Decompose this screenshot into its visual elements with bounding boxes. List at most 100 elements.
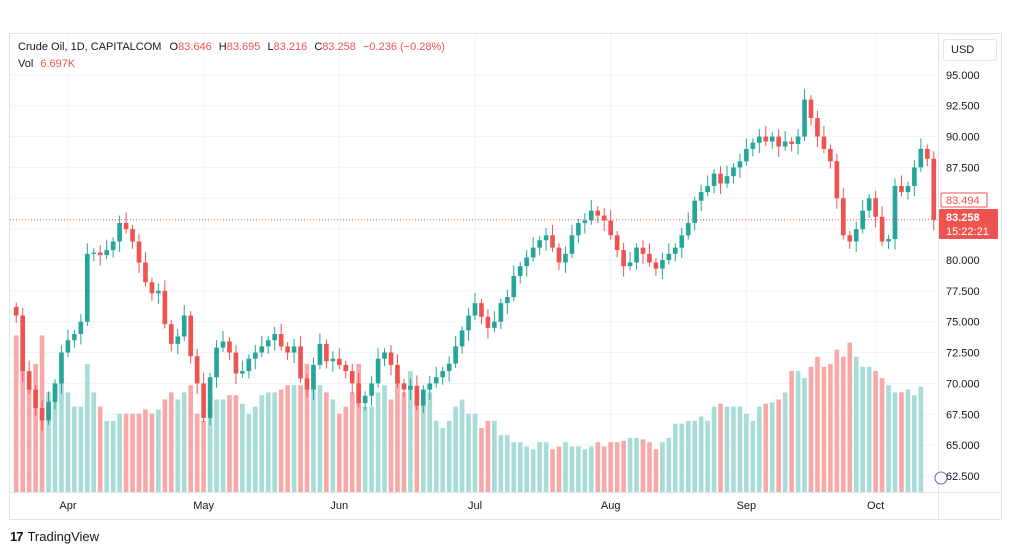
- candle-body[interactable]: [311, 364, 316, 390]
- candle-body[interactable]: [679, 235, 685, 248]
- volume-bar[interactable]: [718, 403, 723, 492]
- volume-bar[interactable]: [537, 442, 542, 492]
- volume-bar[interactable]: [853, 356, 859, 492]
- volume-bar[interactable]: [285, 385, 290, 492]
- volume-bar[interactable]: [181, 392, 187, 492]
- volume-bar[interactable]: [162, 399, 168, 492]
- volume-bar[interactable]: [201, 420, 206, 492]
- candle-body[interactable]: [815, 118, 820, 137]
- candle-body[interactable]: [886, 239, 891, 242]
- candle-body[interactable]: [537, 240, 542, 248]
- candle-body[interactable]: [789, 141, 794, 144]
- candle-body[interactable]: [291, 346, 297, 353]
- candle-body[interactable]: [272, 334, 278, 341]
- volume-bar[interactable]: [918, 386, 924, 492]
- candle-body[interactable]: [143, 262, 148, 283]
- volume-bar[interactable]: [511, 442, 517, 492]
- candle-body[interactable]: [52, 383, 58, 402]
- volume-bar[interactable]: [149, 413, 155, 492]
- volume-bar[interactable]: [46, 392, 51, 492]
- candle-body[interactable]: [828, 148, 833, 162]
- volume-bar[interactable]: [207, 406, 213, 492]
- candle-body[interactable]: [466, 315, 471, 331]
- candle-body[interactable]: [627, 262, 633, 267]
- candle-body[interactable]: [769, 136, 775, 142]
- candle-body[interactable]: [556, 247, 562, 263]
- volume-bar[interactable]: [272, 392, 278, 492]
- volume-bar[interactable]: [20, 363, 26, 492]
- volume-bar[interactable]: [143, 409, 148, 492]
- axis-settings-icon[interactable]: [934, 471, 948, 485]
- volume-bar[interactable]: [408, 371, 413, 492]
- candle-body[interactable]: [692, 200, 698, 223]
- candle-body[interactable]: [634, 247, 639, 263]
- candle-body[interactable]: [647, 253, 652, 263]
- volume-bar[interactable]: [214, 399, 219, 492]
- candle-body[interactable]: [653, 262, 659, 269]
- candle-body[interactable]: [382, 352, 387, 359]
- candle-body[interactable]: [227, 341, 232, 353]
- candle-body[interactable]: [91, 252, 97, 254]
- volume-bar[interactable]: [576, 446, 581, 492]
- candle-body[interactable]: [240, 371, 245, 374]
- volume-bar[interactable]: [886, 385, 891, 492]
- volume-bar[interactable]: [194, 413, 200, 492]
- volume-bar[interactable]: [117, 413, 122, 492]
- candle-body[interactable]: [485, 316, 491, 328]
- candle-body[interactable]: [188, 315, 194, 357]
- candle-body[interactable]: [705, 185, 710, 193]
- volume-bar[interactable]: [892, 392, 898, 492]
- candle-body[interactable]: [524, 257, 530, 267]
- candle-body[interactable]: [181, 315, 187, 337]
- volume-bar[interactable]: [33, 363, 38, 492]
- candle-body[interactable]: [201, 383, 206, 418]
- candle-body[interactable]: [162, 290, 168, 325]
- volume-bar[interactable]: [789, 371, 794, 492]
- candle-body[interactable]: [46, 401, 51, 421]
- volume-bar[interactable]: [485, 420, 491, 492]
- volume-bar[interactable]: [530, 449, 536, 492]
- candle-body[interactable]: [453, 346, 458, 364]
- candle-body[interactable]: [13, 306, 19, 316]
- volume-bar[interactable]: [446, 420, 452, 492]
- candle-body[interactable]: [414, 385, 420, 406]
- candle-body[interactable]: [608, 220, 614, 236]
- volume-bar[interactable]: [168, 392, 174, 492]
- volume-bar[interactable]: [731, 406, 736, 492]
- volume-bar[interactable]: [744, 413, 749, 492]
- candle-body[interactable]: [349, 371, 355, 384]
- volume-bar[interactable]: [343, 406, 349, 492]
- candle-body[interactable]: [621, 250, 626, 267]
- volume-bar[interactable]: [336, 413, 342, 492]
- volume-bar[interactable]: [705, 420, 710, 492]
- candle-body[interactable]: [873, 198, 878, 217]
- candle-body[interactable]: [737, 161, 743, 168]
- candle-body[interactable]: [879, 216, 885, 242]
- candle-body[interactable]: [905, 185, 911, 193]
- volume-bar[interactable]: [265, 392, 271, 492]
- candle-body[interactable]: [711, 173, 717, 186]
- volume-bar[interactable]: [388, 399, 394, 492]
- volume-bar[interactable]: [685, 420, 691, 492]
- volume-bar[interactable]: [498, 435, 504, 492]
- candle-body[interactable]: [492, 321, 497, 328]
- candle-body[interactable]: [149, 282, 155, 294]
- candle-body[interactable]: [220, 341, 226, 348]
- volume-bar[interactable]: [97, 406, 103, 492]
- volume-bar[interactable]: [78, 406, 84, 492]
- candle-body[interactable]: [899, 185, 904, 193]
- volume-bar[interactable]: [188, 385, 194, 492]
- candle-body[interactable]: [298, 346, 303, 379]
- volume-bar[interactable]: [563, 442, 568, 492]
- candle-body[interactable]: [97, 252, 103, 256]
- candle-body[interactable]: [912, 167, 917, 186]
- candle-body[interactable]: [59, 352, 64, 384]
- volume-bar[interactable]: [240, 403, 245, 492]
- symbol-label[interactable]: Crude Oil, 1D, CAPITALCOM: [18, 41, 162, 53]
- volume-bar[interactable]: [130, 413, 135, 492]
- candle-body[interactable]: [892, 185, 898, 240]
- candle-body[interactable]: [401, 383, 407, 390]
- candle-body[interactable]: [918, 148, 924, 168]
- volume-bar[interactable]: [698, 416, 704, 492]
- volume-bar[interactable]: [621, 440, 626, 492]
